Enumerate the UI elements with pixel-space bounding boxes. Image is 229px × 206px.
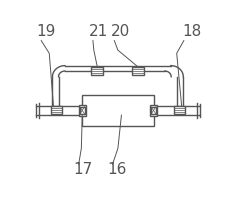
Text: 17: 17 <box>73 162 92 177</box>
Text: 16: 16 <box>107 162 126 177</box>
Bar <box>50 107 62 114</box>
Text: 20: 20 <box>110 24 129 39</box>
Text: 18: 18 <box>181 24 200 39</box>
Bar <box>150 107 155 114</box>
Bar <box>79 107 84 114</box>
Text: 19: 19 <box>36 24 55 39</box>
Bar <box>78 105 85 116</box>
Bar <box>132 67 144 75</box>
Bar <box>149 105 156 116</box>
Bar <box>82 95 153 126</box>
Bar <box>173 107 184 114</box>
Bar <box>91 67 103 75</box>
Text: 21: 21 <box>89 24 108 39</box>
